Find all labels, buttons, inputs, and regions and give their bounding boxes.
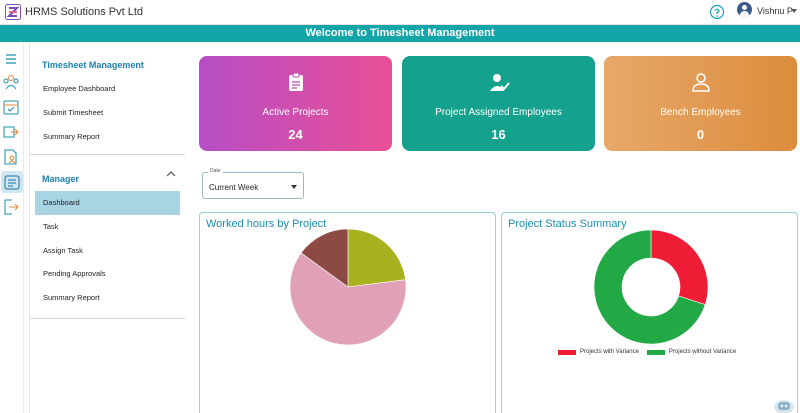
pie-slice-2[interactable] bbox=[300, 228, 349, 288]
legend-label: Projects with Variance bbox=[580, 349, 639, 355]
document-user-icon[interactable] bbox=[0, 146, 22, 168]
panel-title: Worked hours by Project bbox=[206, 218, 327, 230]
divider bbox=[30, 154, 185, 155]
calendar-check-icon[interactable] bbox=[0, 96, 22, 118]
timesheet-calendar-icon[interactable] bbox=[1, 171, 23, 193]
pie-slice-1[interactable] bbox=[593, 229, 706, 345]
top-bar: HRMS Solutions Pvt Ltd Vishnu P bbox=[0, 0, 800, 25]
nav-task[interactable]: Task bbox=[43, 222, 59, 231]
nav-submit-timesheet[interactable]: Submit Timesheet bbox=[43, 108, 104, 117]
section-timesheet-management[interactable]: Timesheet Management bbox=[42, 60, 144, 70]
project-status-donut-chart bbox=[593, 229, 709, 345]
pie-slice-0[interactable] bbox=[650, 229, 709, 305]
card-label: Bench Employees bbox=[660, 107, 741, 118]
clipboard-icon bbox=[289, 72, 303, 91]
project-status-panel: Project Status Summary Projects with Var… bbox=[501, 212, 798, 413]
nav-pending-approvals[interactable]: Pending Approvals bbox=[43, 269, 106, 278]
side-navigation: Timesheet Management Employee Dashboard … bbox=[29, 42, 185, 413]
legend-swatch bbox=[646, 349, 665, 355]
card-value: 24 bbox=[288, 127, 303, 142]
company-name: HRMS Solutions Pvt Ltd bbox=[25, 6, 143, 18]
logout-icon[interactable] bbox=[0, 196, 22, 218]
card-project-assigned-employees[interactable]: Project Assigned Employees 16 bbox=[402, 56, 595, 151]
chevron-down-icon[interactable] bbox=[291, 185, 297, 189]
chevron-up-icon[interactable] bbox=[166, 170, 176, 178]
legend-item[interactable]: Projects without Variance bbox=[646, 349, 737, 355]
date-filter-select[interactable]: Date Current Week bbox=[202, 168, 304, 199]
user-icon bbox=[692, 73, 710, 92]
card-label: Active Projects bbox=[262, 107, 329, 118]
user-name[interactable]: Vishnu P bbox=[757, 6, 793, 16]
nav-assign-task[interactable]: Assign Task bbox=[43, 246, 83, 255]
welcome-banner: Welcome to Timesheet Management bbox=[0, 25, 800, 42]
chevron-down-icon[interactable] bbox=[791, 9, 797, 13]
card-value: 16 bbox=[491, 127, 506, 142]
card-bench-employees[interactable]: Bench Employees 0 bbox=[604, 56, 797, 151]
legend-swatch bbox=[558, 349, 576, 355]
menu-icon[interactable] bbox=[0, 48, 22, 70]
legend-item[interactable]: Projects with Variance bbox=[558, 349, 639, 355]
date-filter-value: Current Week bbox=[209, 183, 259, 192]
company-logo-icon bbox=[5, 4, 21, 20]
team-icon[interactable] bbox=[0, 71, 22, 93]
card-value: 0 bbox=[696, 127, 705, 142]
card-active-projects[interactable]: Active Projects 24 bbox=[199, 56, 392, 151]
icon-rail bbox=[0, 42, 24, 413]
divider bbox=[30, 318, 185, 319]
nav-summary-report[interactable]: Summary Report bbox=[43, 132, 100, 141]
card-label: Project Assigned Employees bbox=[435, 107, 562, 118]
nav-manager-dashboard[interactable]: Dashboard bbox=[35, 191, 180, 215]
nav-employee-dashboard[interactable]: Employee Dashboard bbox=[43, 84, 116, 93]
nav-manager-summary-report[interactable]: Summary Report bbox=[43, 293, 100, 302]
worked-hours-pie-chart bbox=[289, 228, 407, 346]
pie-slice-1[interactable] bbox=[289, 252, 407, 346]
pie-slice-0[interactable] bbox=[347, 228, 406, 288]
section-manager[interactable]: Manager bbox=[42, 174, 80, 184]
transfer-icon[interactable] bbox=[0, 121, 22, 143]
worked-hours-panel: Worked hours by Project bbox=[199, 212, 496, 413]
support-chat-icon[interactable] bbox=[709, 4, 725, 20]
date-filter-label: Date bbox=[208, 168, 223, 174]
avatar[interactable] bbox=[737, 2, 752, 17]
chart-legend: Projects with Variance Projects without … bbox=[558, 349, 744, 355]
legend-label: Projects without Variance bbox=[668, 349, 737, 355]
panel-title: Project Status Summary bbox=[508, 218, 627, 230]
chatbot-icon[interactable] bbox=[773, 395, 795, 413]
user-check-icon bbox=[490, 74, 510, 91]
